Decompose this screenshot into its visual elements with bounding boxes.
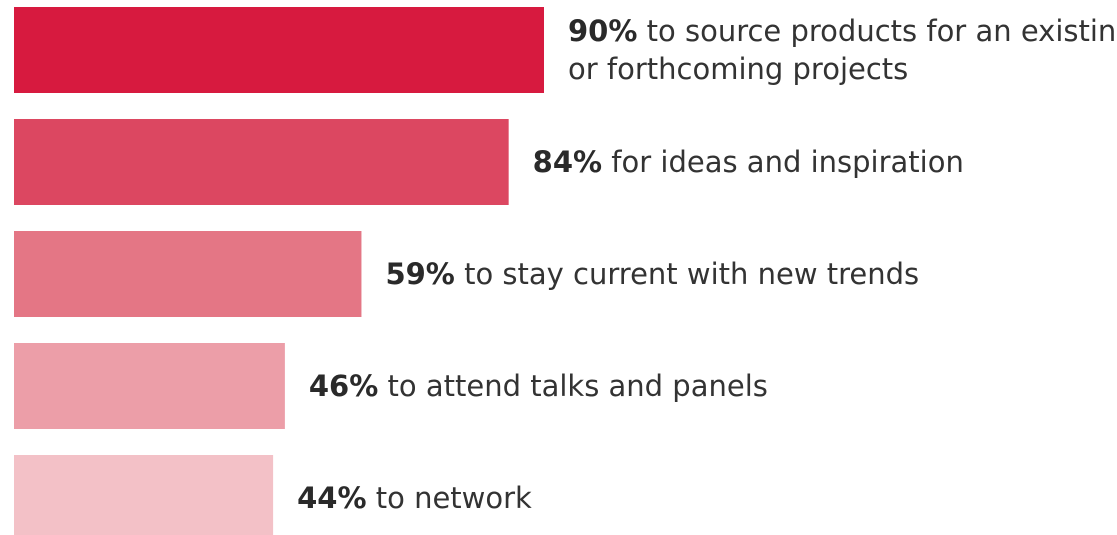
bar-label-5: 44% to network (297, 481, 532, 515)
bars-group (14, 7, 544, 535)
category-label-line: to source products for an existing (637, 14, 1117, 48)
category-label-line: to stay current with new trends (455, 257, 919, 291)
value-label: 84% (533, 145, 602, 179)
category-label-line: or forthcoming projects (568, 52, 908, 86)
bar-4 (14, 343, 285, 429)
category-label-line: to attend talks and panels (378, 369, 768, 403)
labels-group: 90% to source products for an existing or… (297, 14, 1117, 515)
bar-label-2: 84% for ideas and inspiration (533, 145, 964, 179)
value-label: 59% (385, 257, 454, 291)
bar-2 (14, 119, 509, 205)
category-label-line: for ideas and inspiration (602, 145, 964, 179)
bar-5 (14, 455, 274, 535)
category-label-line: to network (367, 481, 533, 515)
bar-1 (14, 7, 544, 93)
bar-label-4: 46% to attend talks and panels (309, 369, 768, 403)
value-label: 44% (297, 481, 366, 515)
bar-3 (14, 231, 362, 317)
value-label: 90% (568, 14, 637, 48)
value-label: 46% (309, 369, 378, 403)
bar-label-3: 59% to stay current with new trends (385, 257, 919, 291)
bar-label-1: 90% to source products for an existing or… (568, 14, 1117, 86)
